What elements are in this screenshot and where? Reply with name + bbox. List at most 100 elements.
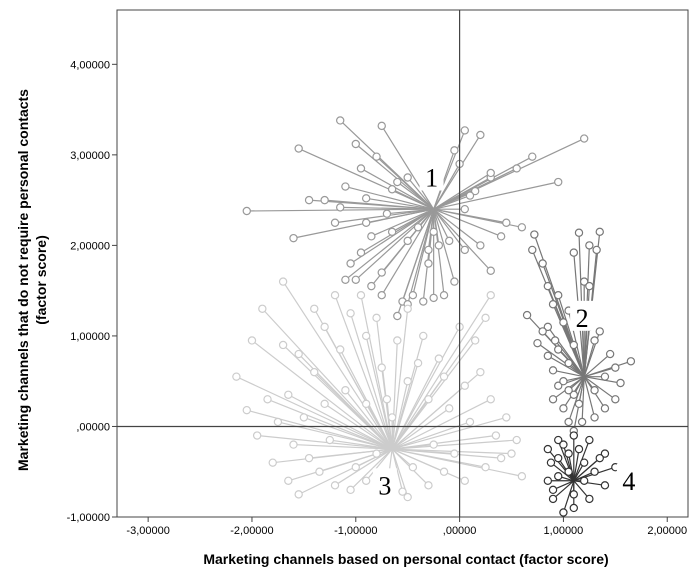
spoke-cluster-1-2	[298, 147, 434, 210]
point-cluster-4-13	[554, 453, 563, 463]
point-cluster-1-30	[424, 259, 433, 268]
spoke-cluster-1-3	[355, 143, 435, 210]
spoke-cluster-3-71	[391, 448, 523, 477]
point-cluster-1-20	[367, 281, 376, 291]
point-cluster-2-38	[559, 376, 568, 386]
point-cluster-1-33	[486, 266, 495, 275]
point-cluster-3-36	[320, 322, 329, 332]
spoke-cluster-3-5	[257, 434, 393, 450]
spoke-cluster-3-66	[391, 376, 445, 450]
point-cluster-1-50	[387, 185, 397, 194]
spoke-cluster-3-58	[329, 439, 393, 450]
point-cluster-3-8	[294, 490, 303, 499]
y-axis-title-line1: Marketing channels that do not require p…	[15, 89, 31, 471]
point-cluster-1-25	[408, 290, 418, 300]
point-cluster-3-54	[289, 440, 298, 449]
point-cluster-2-8	[574, 228, 584, 237]
point-cluster-1-46	[450, 146, 459, 155]
point-cluster-3-31	[393, 336, 402, 345]
point-cluster-4-24	[548, 485, 558, 495]
cluster-label-4: 4	[622, 467, 635, 496]
point-cluster-3-0	[278, 277, 288, 286]
spoke-cluster-3-47	[391, 407, 450, 450]
point-cluster-1-21	[377, 290, 386, 300]
point-cluster-3-45	[403, 376, 412, 386]
point-cluster-3-11	[346, 485, 355, 495]
point-cluster-3-25	[481, 313, 490, 323]
spoke-cluster-1-46	[433, 150, 455, 210]
point-cluster-2-33	[595, 327, 604, 336]
spoke-cluster-1-48	[433, 172, 492, 210]
point-cluster-4-3	[585, 435, 594, 445]
spoke-cluster-3-4	[246, 409, 393, 450]
spoke-cluster-3-31	[391, 340, 398, 450]
point-cluster-3-65	[413, 358, 423, 368]
point-cluster-4-9	[559, 508, 568, 517]
point-cluster-2-32	[590, 336, 599, 345]
spoke-cluster-1-5	[360, 167, 434, 210]
point-cluster-1-38	[470, 186, 480, 196]
point-cluster-4-15	[579, 458, 589, 467]
point-cluster-2-0	[530, 230, 539, 239]
x-tick-label: 1,00000	[544, 525, 584, 537]
point-cluster-1-34	[476, 241, 485, 250]
point-cluster-1-36	[517, 223, 527, 232]
spoke-cluster-1-44	[433, 134, 481, 210]
point-cluster-3-24	[470, 336, 480, 345]
point-cluster-3-35	[336, 345, 345, 354]
spoke-cluster-2-23	[568, 376, 585, 423]
point-cluster-3-66	[439, 372, 449, 381]
point-cluster-4-7	[585, 494, 594, 504]
point-cluster-1-29	[450, 277, 459, 286]
point-cluster-3-20	[512, 435, 521, 445]
point-cluster-2-13	[579, 277, 589, 286]
point-cluster-1-0	[336, 116, 345, 125]
spoke-cluster-2-43	[578, 376, 585, 404]
spoke-cluster-1-33	[433, 208, 492, 272]
point-cluster-4-0	[554, 435, 563, 445]
point-cluster-3-6	[268, 458, 277, 467]
x-tick-label: -1,00000	[334, 525, 377, 537]
point-cluster-2-6	[559, 318, 568, 327]
spoke-cluster-3-0	[282, 281, 393, 450]
point-cluster-1-40	[512, 164, 521, 173]
point-cluster-2-42	[590, 386, 599, 395]
spoke-cluster-4-22	[573, 457, 601, 482]
point-cluster-3-69	[278, 340, 288, 350]
point-cluster-1-57	[361, 218, 371, 227]
point-cluster-2-10	[585, 241, 594, 250]
spoke-cluster-1-7	[345, 185, 434, 210]
point-cluster-1-23	[393, 311, 402, 321]
spoke-cluster-4-14	[568, 453, 575, 481]
cluster-label-bg	[616, 463, 641, 494]
point-cluster-3-33	[361, 331, 371, 341]
point-cluster-3-40	[299, 413, 309, 422]
point-cluster-2-35	[569, 340, 579, 350]
spoke-cluster-1-13	[386, 208, 434, 215]
point-cluster-4-23	[569, 503, 579, 513]
point-cluster-1-45	[460, 126, 469, 135]
spoke-cluster-1-17	[345, 208, 435, 281]
spoke-cluster-1-14	[371, 208, 434, 237]
point-cluster-1-9	[242, 206, 251, 216]
spoke-cluster-2-34	[583, 326, 590, 377]
point-cluster-4-6	[600, 481, 610, 490]
point-cluster-2-9	[569, 248, 579, 257]
point-cluster-4-8	[569, 490, 579, 499]
point-cluster-1-42	[554, 177, 563, 187]
point-cluster-2-31	[605, 349, 615, 359]
point-cluster-2-43	[574, 399, 584, 409]
point-cluster-3-21	[502, 413, 511, 422]
point-cluster-2-14	[585, 281, 594, 291]
spoke-cluster-1-60	[433, 195, 471, 210]
point-cluster-3-64	[372, 313, 381, 323]
cluster-label-1: 1	[425, 163, 438, 192]
point-cluster-3-44	[382, 395, 392, 404]
point-cluster-1-19	[377, 268, 386, 277]
point-cluster-3-67	[460, 381, 469, 390]
point-cluster-1-53	[424, 245, 433, 255]
point-cluster-3-34	[346, 309, 355, 318]
point-cluster-3-60	[372, 449, 381, 458]
point-cluster-1-61	[434, 241, 444, 250]
spoke-cluster-2-28	[583, 376, 616, 400]
